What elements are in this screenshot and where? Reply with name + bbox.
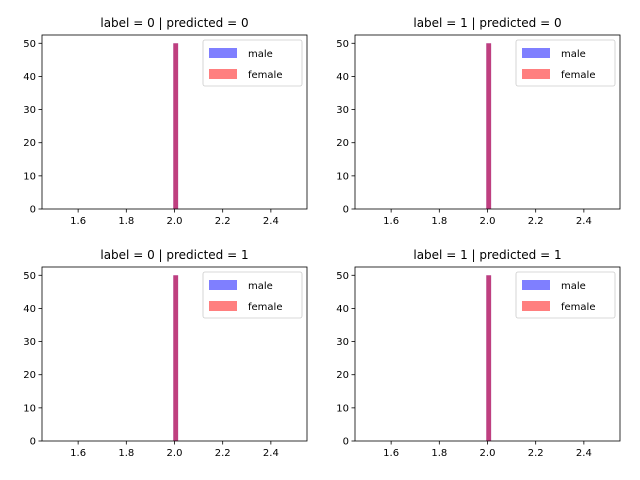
x-tick-label: 2.4 xyxy=(576,216,592,227)
x-tick-label: 2.4 xyxy=(576,448,592,459)
x-tick-label: 1.6 xyxy=(70,216,86,227)
x-tick-label: 2.0 xyxy=(480,448,496,459)
x-axis-ticks: 1.6 1.8 2.0 2.2 2.4 xyxy=(70,209,279,227)
histogram-bars xyxy=(486,43,492,210)
y-tick-label: 40 xyxy=(336,304,349,315)
x-tick-label: 2.0 xyxy=(480,216,496,227)
y-tick-label: 10 xyxy=(23,403,36,414)
x-axis-ticks: 1.6 1.8 2.0 2.2 2.4 xyxy=(383,209,592,227)
subplot-title: label = 1 | predicted = 1 xyxy=(413,248,561,262)
y-tick-label: 20 xyxy=(23,138,36,149)
legend-label-male: male xyxy=(561,281,586,292)
subplot-label-0-predicted-1: label = 0 | predicted = 1 1.6 1.8 2.0 2.2 2.… xyxy=(23,248,308,459)
x-tick-label: 2.0 xyxy=(167,448,183,459)
x-tick-label: 1.8 xyxy=(118,216,134,227)
x-tick-label: 2.4 xyxy=(263,216,279,227)
y-tick-label: 30 xyxy=(336,337,349,348)
y-tick-label: 20 xyxy=(336,370,349,381)
legend-label-female: female xyxy=(248,302,282,313)
x-tick-label: 1.8 xyxy=(431,448,447,459)
x-tick-label: 1.8 xyxy=(431,216,447,227)
legend: male female xyxy=(202,39,303,87)
legend-label-female: female xyxy=(248,70,282,81)
legend: male female xyxy=(515,271,616,319)
y-tick-label: 30 xyxy=(23,105,36,116)
y-tick-label: 50 xyxy=(336,39,349,50)
x-tick-label: 2.4 xyxy=(263,448,279,459)
legend-patch-male xyxy=(522,280,550,290)
y-tick-label: 0 xyxy=(343,437,349,448)
y-tick-label: 50 xyxy=(23,39,36,50)
y-tick-label: 40 xyxy=(336,72,349,83)
legend: male female xyxy=(202,271,303,319)
histogram-bars xyxy=(486,275,492,441)
x-axis-ticks: 1.6 1.8 2.0 2.2 2.4 xyxy=(383,441,592,459)
y-axis-ticks: 0 10 20 30 40 50 xyxy=(336,271,355,448)
x-tick-label: 1.6 xyxy=(383,216,399,227)
legend-patch-female xyxy=(522,301,550,311)
legend-patch-female xyxy=(209,301,237,311)
y-tick-label: 10 xyxy=(23,171,36,182)
legend-label-male: male xyxy=(248,49,273,60)
histogram-bars xyxy=(173,275,179,441)
legend-patch-female xyxy=(522,69,550,79)
x-tick-label: 2.2 xyxy=(528,216,544,227)
y-tick-label: 0 xyxy=(30,205,36,216)
x-tick-label: 2.2 xyxy=(215,216,231,227)
x-tick-label: 1.8 xyxy=(118,448,134,459)
y-tick-label: 50 xyxy=(336,271,349,282)
y-tick-label: 20 xyxy=(23,370,36,381)
legend-label-male: male xyxy=(561,49,586,60)
y-axis-ticks: 0 10 20 30 40 50 xyxy=(23,39,42,216)
subplot-title: label = 1 | predicted = 0 xyxy=(413,16,561,30)
legend: male female xyxy=(515,39,616,87)
x-tick-label: 2.2 xyxy=(215,448,231,459)
subplot-label-1-predicted-1: label = 1 | predicted = 1 1.6 1.8 2.0 2.2 2.… xyxy=(336,248,621,459)
bar-female xyxy=(173,275,179,441)
subplot-title: label = 0 | predicted = 1 xyxy=(100,248,248,262)
y-tick-label: 40 xyxy=(23,72,36,83)
x-tick-label: 1.6 xyxy=(383,448,399,459)
subplot-label-1-predicted-0: label = 1 | predicted = 0 1.6 1.8 2.0 2.2 2.… xyxy=(336,16,621,227)
bar-female xyxy=(486,275,492,441)
y-tick-label: 10 xyxy=(336,171,349,182)
y-tick-label: 0 xyxy=(30,437,36,448)
legend-label-female: female xyxy=(561,70,595,81)
bar-female xyxy=(486,43,492,210)
y-tick-label: 30 xyxy=(23,337,36,348)
x-tick-label: 2.2 xyxy=(528,448,544,459)
x-tick-label: 2.0 xyxy=(167,216,183,227)
x-tick-label: 1.6 xyxy=(70,448,86,459)
y-tick-label: 40 xyxy=(23,304,36,315)
y-tick-label: 10 xyxy=(336,403,349,414)
legend-label-female: female xyxy=(561,302,595,313)
y-tick-label: 0 xyxy=(343,205,349,216)
y-tick-label: 50 xyxy=(23,271,36,282)
legend-label-male: male xyxy=(248,281,273,292)
bar-female xyxy=(173,43,179,210)
legend-patch-male xyxy=(209,48,237,58)
y-tick-label: 30 xyxy=(336,105,349,116)
y-tick-label: 20 xyxy=(336,138,349,149)
subplot-label-0-predicted-0: label = 0 | predicted = 0 1.6 1.8 2.0 2.2 2.… xyxy=(23,16,308,227)
legend-patch-female xyxy=(209,69,237,79)
subplot-title: label = 0 | predicted = 0 xyxy=(100,16,248,30)
legend-patch-male xyxy=(522,48,550,58)
histogram-bars xyxy=(173,43,179,210)
legend-patch-male xyxy=(209,280,237,290)
x-axis-ticks: 1.6 1.8 2.0 2.2 2.4 xyxy=(70,441,279,459)
y-axis-ticks: 0 10 20 30 40 50 xyxy=(23,271,42,448)
y-axis-ticks: 0 10 20 30 40 50 xyxy=(336,39,355,216)
